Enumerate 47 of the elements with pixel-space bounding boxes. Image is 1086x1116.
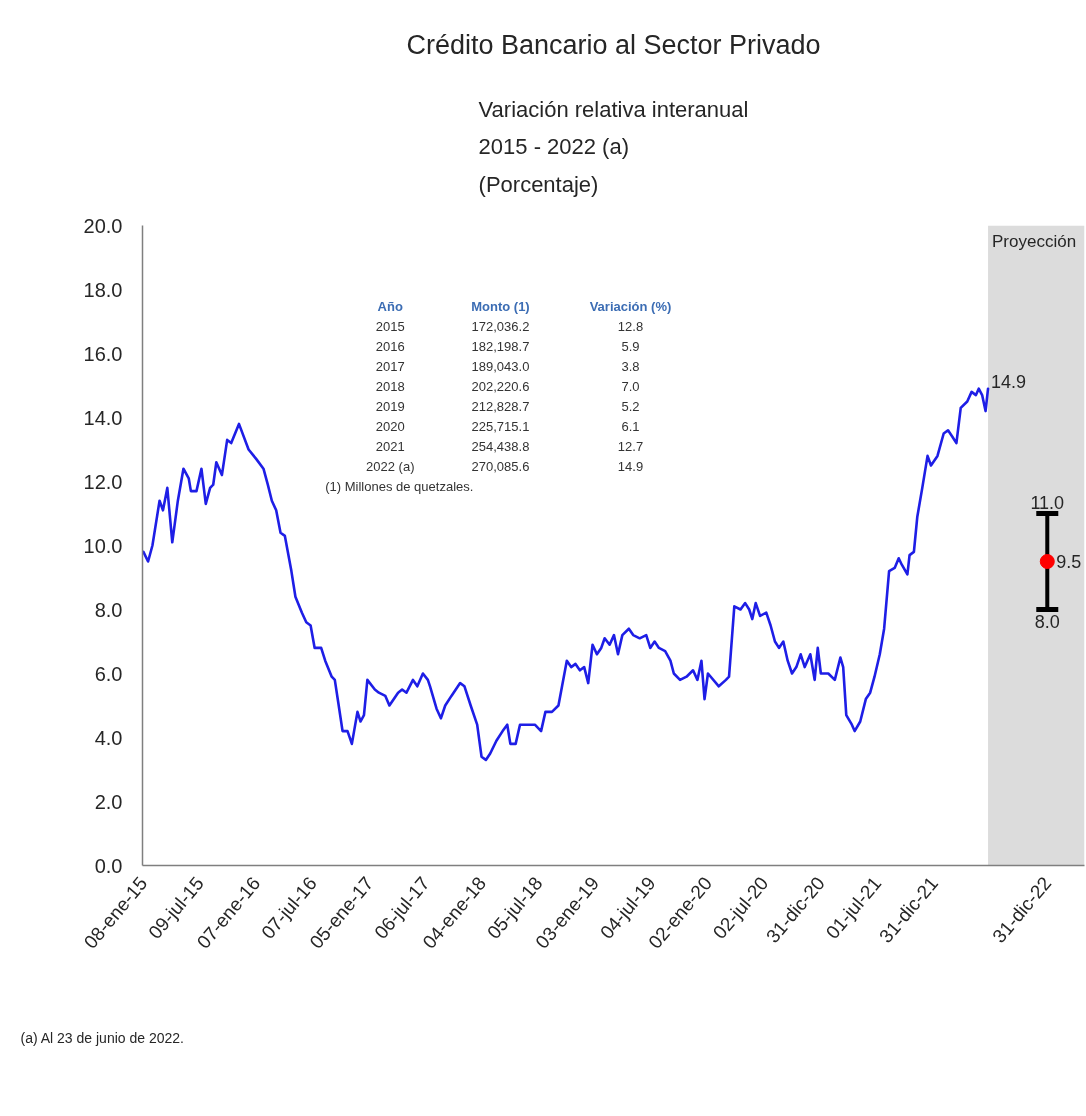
annotation: 7.0	[621, 379, 640, 395]
annotation: 14.9	[991, 372, 1027, 393]
annotation: 202,220.6	[471, 379, 530, 395]
annotation: 182,198.7	[471, 339, 530, 355]
annotation: 2018	[375, 379, 405, 395]
band-label: Proyección	[992, 231, 1077, 251]
data-label: 9.5	[1056, 552, 1082, 572]
annotation: 254,438.8	[471, 439, 530, 455]
y-tick-label: 8.0	[94, 598, 123, 621]
annotation: 2016	[375, 339, 405, 355]
annotation: 270,085.6	[471, 459, 530, 475]
text: (a) Al 23 de junio de 2022.	[20, 1029, 184, 1046]
annotation: Variación (%)	[589, 299, 672, 315]
annotation: Año	[377, 299, 403, 315]
annotation: 12.7	[617, 439, 644, 455]
chart-title: Crédito Bancario al Sector Privado	[406, 29, 821, 60]
annotation: 3.8	[621, 359, 640, 375]
annotation: 8.0	[1034, 611, 1060, 632]
annotation: 14.9	[617, 459, 644, 475]
annotation: 2020	[375, 419, 405, 435]
annotation: 5.2	[621, 399, 640, 415]
annotation: 11.0	[1030, 492, 1065, 513]
annotation: 2021	[375, 439, 405, 455]
annotation: 189,043.0	[471, 359, 530, 375]
annotation: 5.9	[621, 339, 640, 355]
annotation: 2017	[375, 359, 405, 375]
y-tick-label: 6.0	[94, 662, 123, 685]
annotation: 12.8	[617, 319, 644, 335]
annotation: Monto (1)	[471, 299, 530, 315]
y-tick-label: 16.0	[83, 342, 123, 365]
annotation: 212,828.7	[471, 399, 530, 415]
annotation: (1) Millones de quetzales.	[325, 479, 474, 495]
y-tick-label: 4.0	[94, 726, 123, 749]
annotation: 2022 (a)	[366, 459, 415, 475]
y-tick-label: 12.0	[83, 470, 123, 493]
y-tick-label: 14.0	[83, 406, 123, 429]
annotation: 2015	[375, 319, 405, 335]
y-tick-label: 10.0	[83, 534, 123, 557]
annotation: 225,715.1	[471, 419, 530, 435]
annotation: 6.1	[621, 419, 640, 435]
y-tick-label: 18.0	[83, 278, 123, 301]
y-tick-label: 20.0	[83, 214, 123, 237]
y-tick-label: 2.0	[94, 790, 123, 813]
chart-subtitle: Variación relativa interanual 2015 - 2022 (a) (Porcentaje)	[478, 96, 749, 197]
annotation: 2019	[375, 399, 405, 415]
y-tick-label: 0.0	[94, 854, 123, 877]
annotation: 172,036.2	[471, 319, 530, 335]
